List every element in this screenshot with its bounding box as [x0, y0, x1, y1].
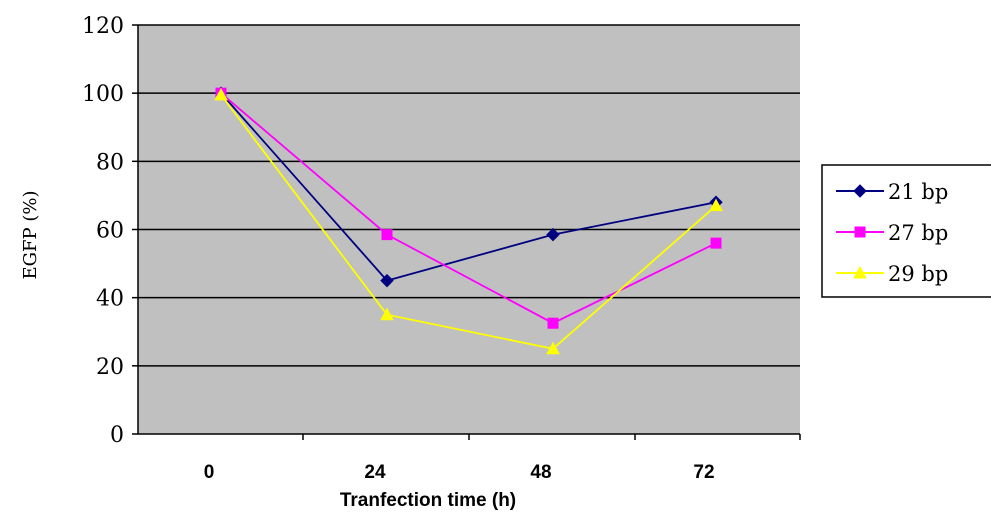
data-point-diamond: [853, 184, 867, 198]
data-point-square: [547, 317, 559, 329]
legend-label: 29 bp: [888, 262, 948, 286]
y-axis-ticks: 0 20 40 60 80 100 120: [82, 14, 138, 448]
data-point-triangle: [380, 307, 394, 321]
gridlines: [138, 24, 800, 367]
series-group: [214, 86, 723, 355]
y-tick-label: 20: [96, 355, 124, 380]
x-axis-ticks: 0 24 48 72: [204, 434, 801, 483]
data-point-square: [381, 229, 393, 241]
y-tick-label: 60: [96, 219, 124, 244]
x-axis-label: Tranfection time (h): [340, 490, 516, 511]
data-point-triangle: [853, 265, 867, 279]
y-tick-label: 120: [82, 14, 124, 39]
y-axis-label: EGFP (%): [20, 191, 41, 280]
series-line: [220, 92, 717, 325]
data-point-diamond: [380, 273, 394, 288]
y-tick-label: 0: [110, 423, 124, 448]
data-point-triangle: [709, 198, 723, 212]
series-line: [220, 94, 717, 350]
data-point-square: [710, 237, 722, 249]
y-tick-label: 80: [96, 150, 124, 175]
legend-label: 21 bp: [888, 180, 948, 204]
y-tick-label: 40: [96, 287, 124, 312]
data-point-triangle: [546, 341, 560, 355]
legend: 21 bp 27 bp 29 bp: [821, 164, 991, 298]
data-point-diamond: [546, 227, 560, 242]
data-point-square: [854, 226, 866, 238]
y-tick-label: 100: [82, 82, 124, 107]
x-tick-label: 24: [364, 462, 386, 483]
x-tick-label: 72: [693, 462, 714, 483]
x-tick-label: 0: [204, 462, 215, 483]
legend-label: 27 bp: [888, 221, 948, 245]
series-line: [220, 92, 717, 282]
series-29-bp: [214, 87, 723, 355]
x-tick-label: 48: [530, 462, 551, 483]
data-point-triangle: [214, 87, 228, 101]
